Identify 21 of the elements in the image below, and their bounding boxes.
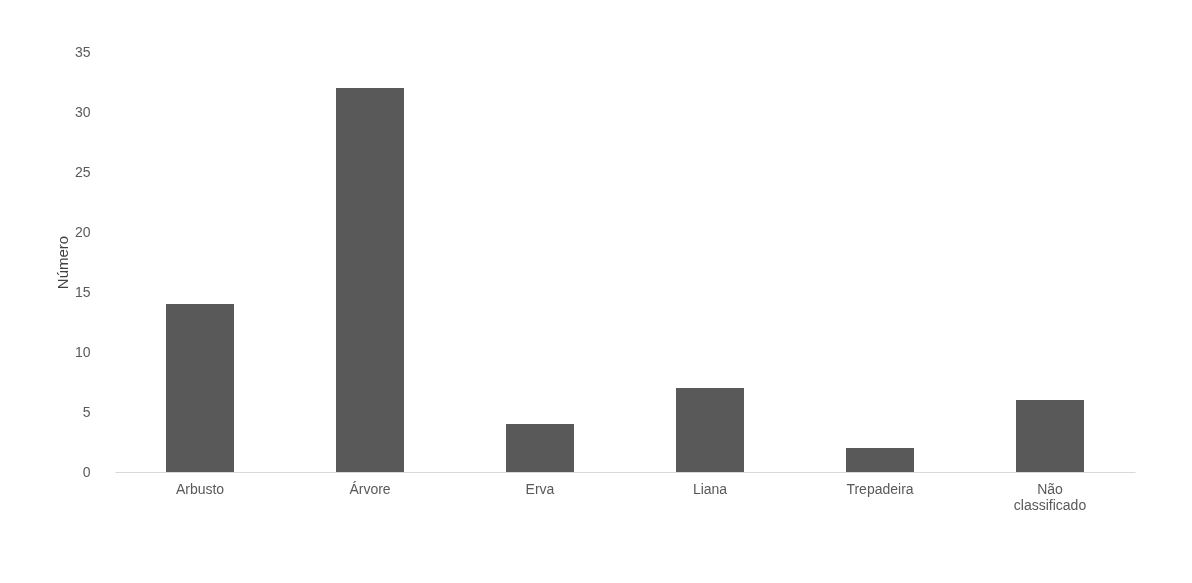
bar [846, 448, 914, 472]
y-tick-label: 30 [74, 103, 91, 120]
y-tick-label: 25 [74, 163, 91, 180]
y-tick-label: 15 [74, 283, 91, 300]
y-tick-label: 0 [82, 463, 91, 480]
x-tick-label: Erva [525, 480, 555, 497]
y-tick-label: 10 [74, 343, 91, 360]
y-axis-title: Número [53, 235, 71, 290]
bar [676, 388, 744, 472]
x-tick-label: Não classificado [1013, 480, 1087, 513]
bar [166, 304, 234, 472]
x-tick-label: Árvore [349, 480, 391, 497]
bar [336, 88, 404, 472]
x-tick-label: Trepadeira [846, 480, 914, 497]
bar [1016, 400, 1084, 472]
y-tick-label: 5 [82, 403, 91, 420]
y-tick-label: 20 [74, 223, 91, 240]
x-tick-label: Arbusto [175, 480, 225, 497]
x-tick-label: Liana [692, 480, 728, 497]
bar [506, 424, 574, 472]
y-tick-label: 35 [74, 43, 91, 60]
